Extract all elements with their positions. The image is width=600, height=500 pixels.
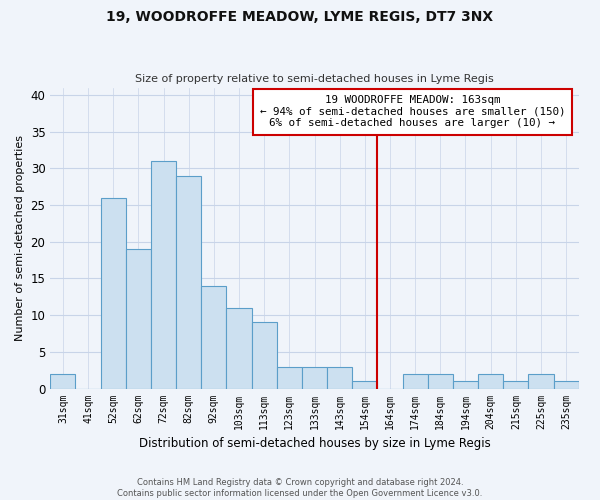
Text: 19, WOODROFFE MEADOW, LYME REGIS, DT7 3NX: 19, WOODROFFE MEADOW, LYME REGIS, DT7 3N…	[106, 10, 494, 24]
Bar	[226, 308, 251, 388]
Bar	[327, 366, 352, 388]
X-axis label: Distribution of semi-detached houses by size in Lyme Regis: Distribution of semi-detached houses by …	[139, 437, 490, 450]
Bar	[554, 381, 579, 388]
Y-axis label: Number of semi-detached properties: Number of semi-detached properties	[15, 135, 25, 341]
Text: 19 WOODROFFE MEADOW: 163sqm
← 94% of semi-detached houses are smaller (150)
6% o: 19 WOODROFFE MEADOW: 163sqm ← 94% of sem…	[260, 95, 565, 128]
Bar	[478, 374, 503, 388]
Bar	[302, 366, 327, 388]
Text: Contains HM Land Registry data © Crown copyright and database right 2024.
Contai: Contains HM Land Registry data © Crown c…	[118, 478, 482, 498]
Bar	[529, 374, 554, 388]
Bar	[428, 374, 453, 388]
Bar	[50, 374, 76, 388]
Bar	[101, 198, 126, 388]
Bar	[503, 381, 529, 388]
Bar	[201, 286, 226, 388]
Bar	[352, 381, 377, 388]
Bar	[453, 381, 478, 388]
Bar	[126, 249, 151, 388]
Bar	[151, 161, 176, 388]
Bar	[251, 322, 277, 388]
Bar	[176, 176, 201, 388]
Bar	[403, 374, 428, 388]
Bar	[277, 366, 302, 388]
Title: Size of property relative to semi-detached houses in Lyme Regis: Size of property relative to semi-detach…	[135, 74, 494, 84]
